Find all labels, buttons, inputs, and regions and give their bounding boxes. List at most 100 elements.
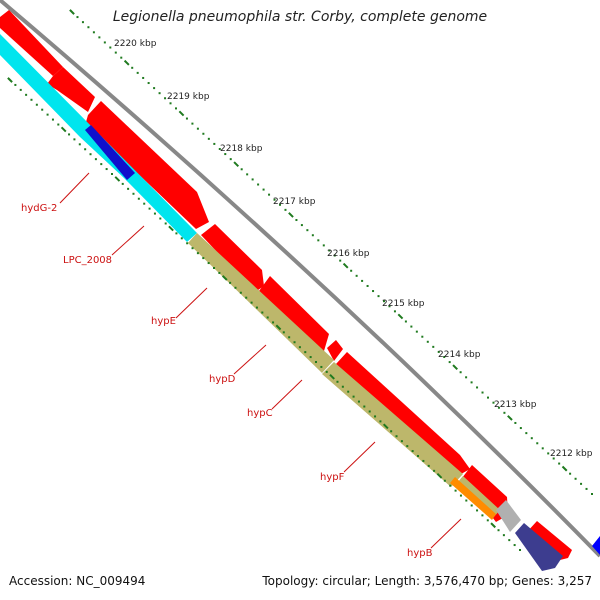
gene-labels: hydG-2 LPC_2008 hypE hypD hypC hypF hypB: [21, 203, 433, 559]
outer-tick-2: [81, 21, 84, 24]
outer-tick-38: [279, 203, 281, 206]
outer-tick-95: [591, 493, 593, 495]
inner-tick-37: [207, 262, 210, 265]
inner-tick-75: [411, 450, 414, 453]
outer-tick-93: [580, 482, 583, 485]
inner-tick-8: [51, 118, 54, 121]
inner-tick-95: [519, 549, 521, 551]
outer-tick-89: [558, 462, 561, 465]
outer-tick-61: [404, 320, 407, 323]
reverse-cds-navy: [515, 523, 563, 571]
inner-tick-0: [7, 77, 13, 83]
inner-tick-3: [25, 93, 28, 96]
inner-tick-24: [137, 197, 140, 200]
outer-tick-13: [142, 76, 145, 79]
outer-tick-71: [459, 371, 462, 374]
inner-tick-6: [41, 108, 44, 111]
inner-tick-76: [417, 455, 419, 457]
outer-tick-80: [507, 415, 513, 421]
outer-tick-51: [350, 269, 353, 272]
reverse-cds-grey: [496, 500, 521, 532]
inner-tick-49: [272, 321, 275, 324]
outer-tick-47: [328, 249, 331, 252]
inner-tick-27: [153, 212, 156, 215]
inner-tick-46: [255, 306, 258, 309]
outer-tick-86: [541, 447, 544, 450]
inner-tick-20: [114, 176, 121, 182]
inner-tick-59: [325, 370, 328, 373]
inner-tick-91: [497, 529, 500, 532]
inner-tick-64: [352, 395, 355, 398]
inner-tick-7: [46, 113, 49, 116]
inner-tick-61: [336, 380, 339, 383]
outer-tick-7: [109, 46, 112, 49]
outer-tick-79: [503, 411, 506, 414]
inner-tick-85: [465, 499, 468, 502]
inner-tick-48: [266, 316, 269, 319]
inner-tick-21: [121, 182, 124, 185]
inner-tick-11: [68, 133, 71, 136]
outer-tick-52: [355, 274, 358, 277]
inner-tick-1: [14, 83, 17, 86]
outer-tick-50: [342, 262, 349, 269]
outer-tick-81: [514, 421, 517, 424]
inner-tick-4: [30, 98, 33, 101]
inner-tick-35: [196, 252, 199, 255]
outer-tick-3: [87, 26, 90, 29]
inner-tick-82: [449, 484, 452, 487]
inner-tick-78: [427, 464, 430, 467]
outer-tick-46: [322, 244, 325, 247]
outer-tick-33: [251, 178, 254, 181]
outer-tick-48: [333, 254, 336, 257]
inner-tick-69: [379, 420, 382, 423]
inner-tick-73: [400, 440, 403, 443]
inner-tick-10: [60, 126, 67, 133]
outer-tick-0: [69, 9, 75, 15]
outer-tick-83: [525, 432, 528, 435]
outer-tick-92: [574, 477, 577, 480]
inner-tick-22: [127, 187, 130, 190]
outer-tick-43: [306, 229, 309, 232]
outer-tick-32: [246, 173, 249, 176]
inner-tick-34: [191, 247, 194, 250]
outer-tick-65: [426, 340, 429, 343]
leader-hypD: [233, 344, 267, 375]
inner-tick-54: [298, 346, 301, 349]
gene-label-hypF: hypF: [320, 472, 345, 483]
leader-hypF: [343, 441, 376, 473]
inner-tick-29: [164, 222, 167, 225]
forward-cds-3: [86, 101, 209, 229]
inner-tick-23: [132, 192, 135, 195]
inner-tick-41: [229, 281, 232, 284]
inner-tick-94: [513, 544, 516, 547]
outer-tick-76: [487, 396, 489, 399]
reverse-cds-khaki-2: [322, 362, 463, 487]
inner-tick-63: [347, 390, 350, 393]
inner-tick-68: [374, 415, 377, 418]
reverse-cds-khaki-3: [456, 476, 500, 518]
inner-tick-79: [433, 469, 436, 472]
inner-tick-50: [275, 324, 282, 331]
inner-tick-60: [329, 374, 335, 380]
outer-tick-45: [317, 239, 320, 242]
gene-label-hypD: hypD: [209, 374, 236, 385]
inner-tick-5: [35, 103, 38, 106]
outer-tick-63: [415, 330, 418, 333]
inner-tick-93: [508, 539, 511, 542]
inner-tick-33: [186, 242, 189, 245]
inner-tick-17: [100, 163, 103, 166]
accession-text: Accession: NC_009494: [9, 574, 146, 588]
gene-label-hypE: hypE: [151, 316, 176, 327]
inner-tick-57: [315, 361, 317, 363]
outer-tick-58: [388, 305, 391, 308]
outer-tick-17: [164, 97, 167, 100]
inner-tick-32: [180, 237, 183, 240]
outer-tick-6: [103, 41, 106, 44]
outer-tick-ruler: [69, 9, 593, 495]
outer-tick-24: [202, 132, 205, 135]
inner-tick-28: [159, 217, 162, 220]
inner-tick-43: [239, 291, 242, 294]
outer-tick-49: [339, 259, 342, 262]
reverse-cds-orange: [450, 477, 496, 520]
outer-tick-36: [268, 193, 271, 196]
